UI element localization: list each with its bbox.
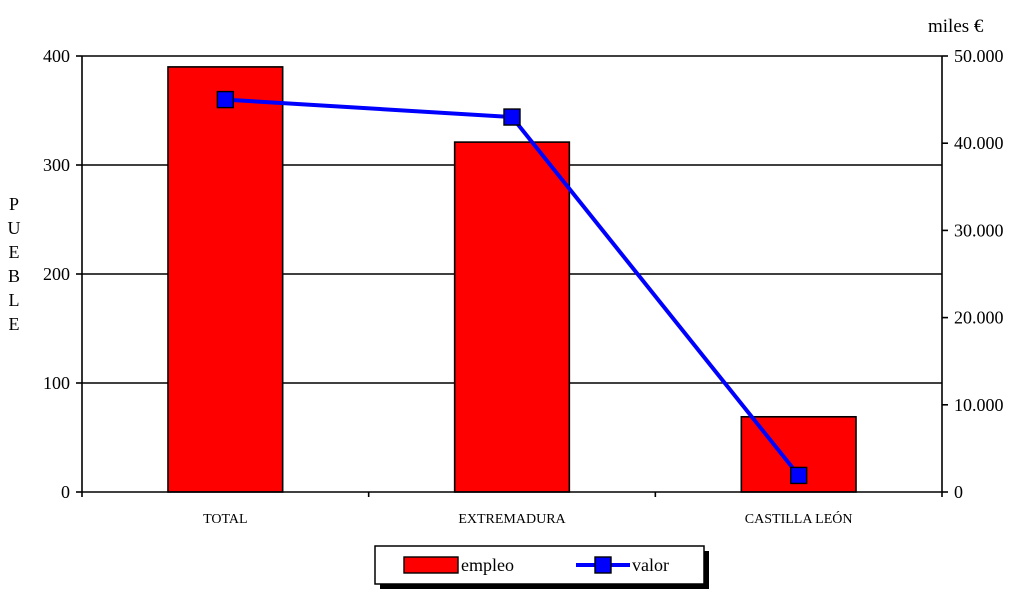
right-tick-label: 50.000 bbox=[954, 46, 1004, 66]
category-label: EXTREMADURA bbox=[458, 512, 566, 527]
bar-empleo bbox=[455, 142, 570, 492]
right-axis-ticks: 0 10.000 20.000 30.000 40.000 50.000 bbox=[942, 46, 1004, 502]
point-valor bbox=[504, 109, 520, 125]
left-tick-label: 300 bbox=[43, 155, 70, 175]
point-valor bbox=[217, 92, 233, 108]
left-axis-ticks: 0 100 200 300 400 bbox=[43, 46, 82, 502]
right-tick-label: 20.000 bbox=[954, 308, 1004, 328]
legend-label-valor: valor bbox=[632, 555, 669, 575]
bar-series bbox=[168, 67, 856, 492]
legend-label-empleo: empleo bbox=[461, 555, 514, 575]
left-tick-label: 200 bbox=[43, 264, 70, 284]
category-label: TOTAL bbox=[203, 512, 248, 527]
legend: empleo valor bbox=[375, 546, 709, 589]
left-tick-label: 0 bbox=[61, 482, 70, 502]
right-axis-title: miles € bbox=[928, 16, 984, 37]
left-tick-label: 400 bbox=[43, 46, 70, 66]
right-tick-label: 0 bbox=[954, 482, 963, 502]
bar-empleo bbox=[168, 67, 283, 492]
point-valor bbox=[791, 467, 807, 483]
category-labels: TOTAL EXTREMADURA CASTILLA LEÓN bbox=[203, 510, 852, 527]
left-tick-label: 100 bbox=[43, 373, 70, 393]
right-tick-label: 40.000 bbox=[954, 133, 1004, 153]
category-label: CASTILLA LEÓN bbox=[745, 510, 853, 527]
legend-swatch-empleo bbox=[404, 557, 458, 573]
right-tick-label: 10.000 bbox=[954, 395, 1004, 415]
legend-marker-valor bbox=[595, 557, 611, 573]
right-tick-label: 30.000 bbox=[954, 220, 1004, 240]
